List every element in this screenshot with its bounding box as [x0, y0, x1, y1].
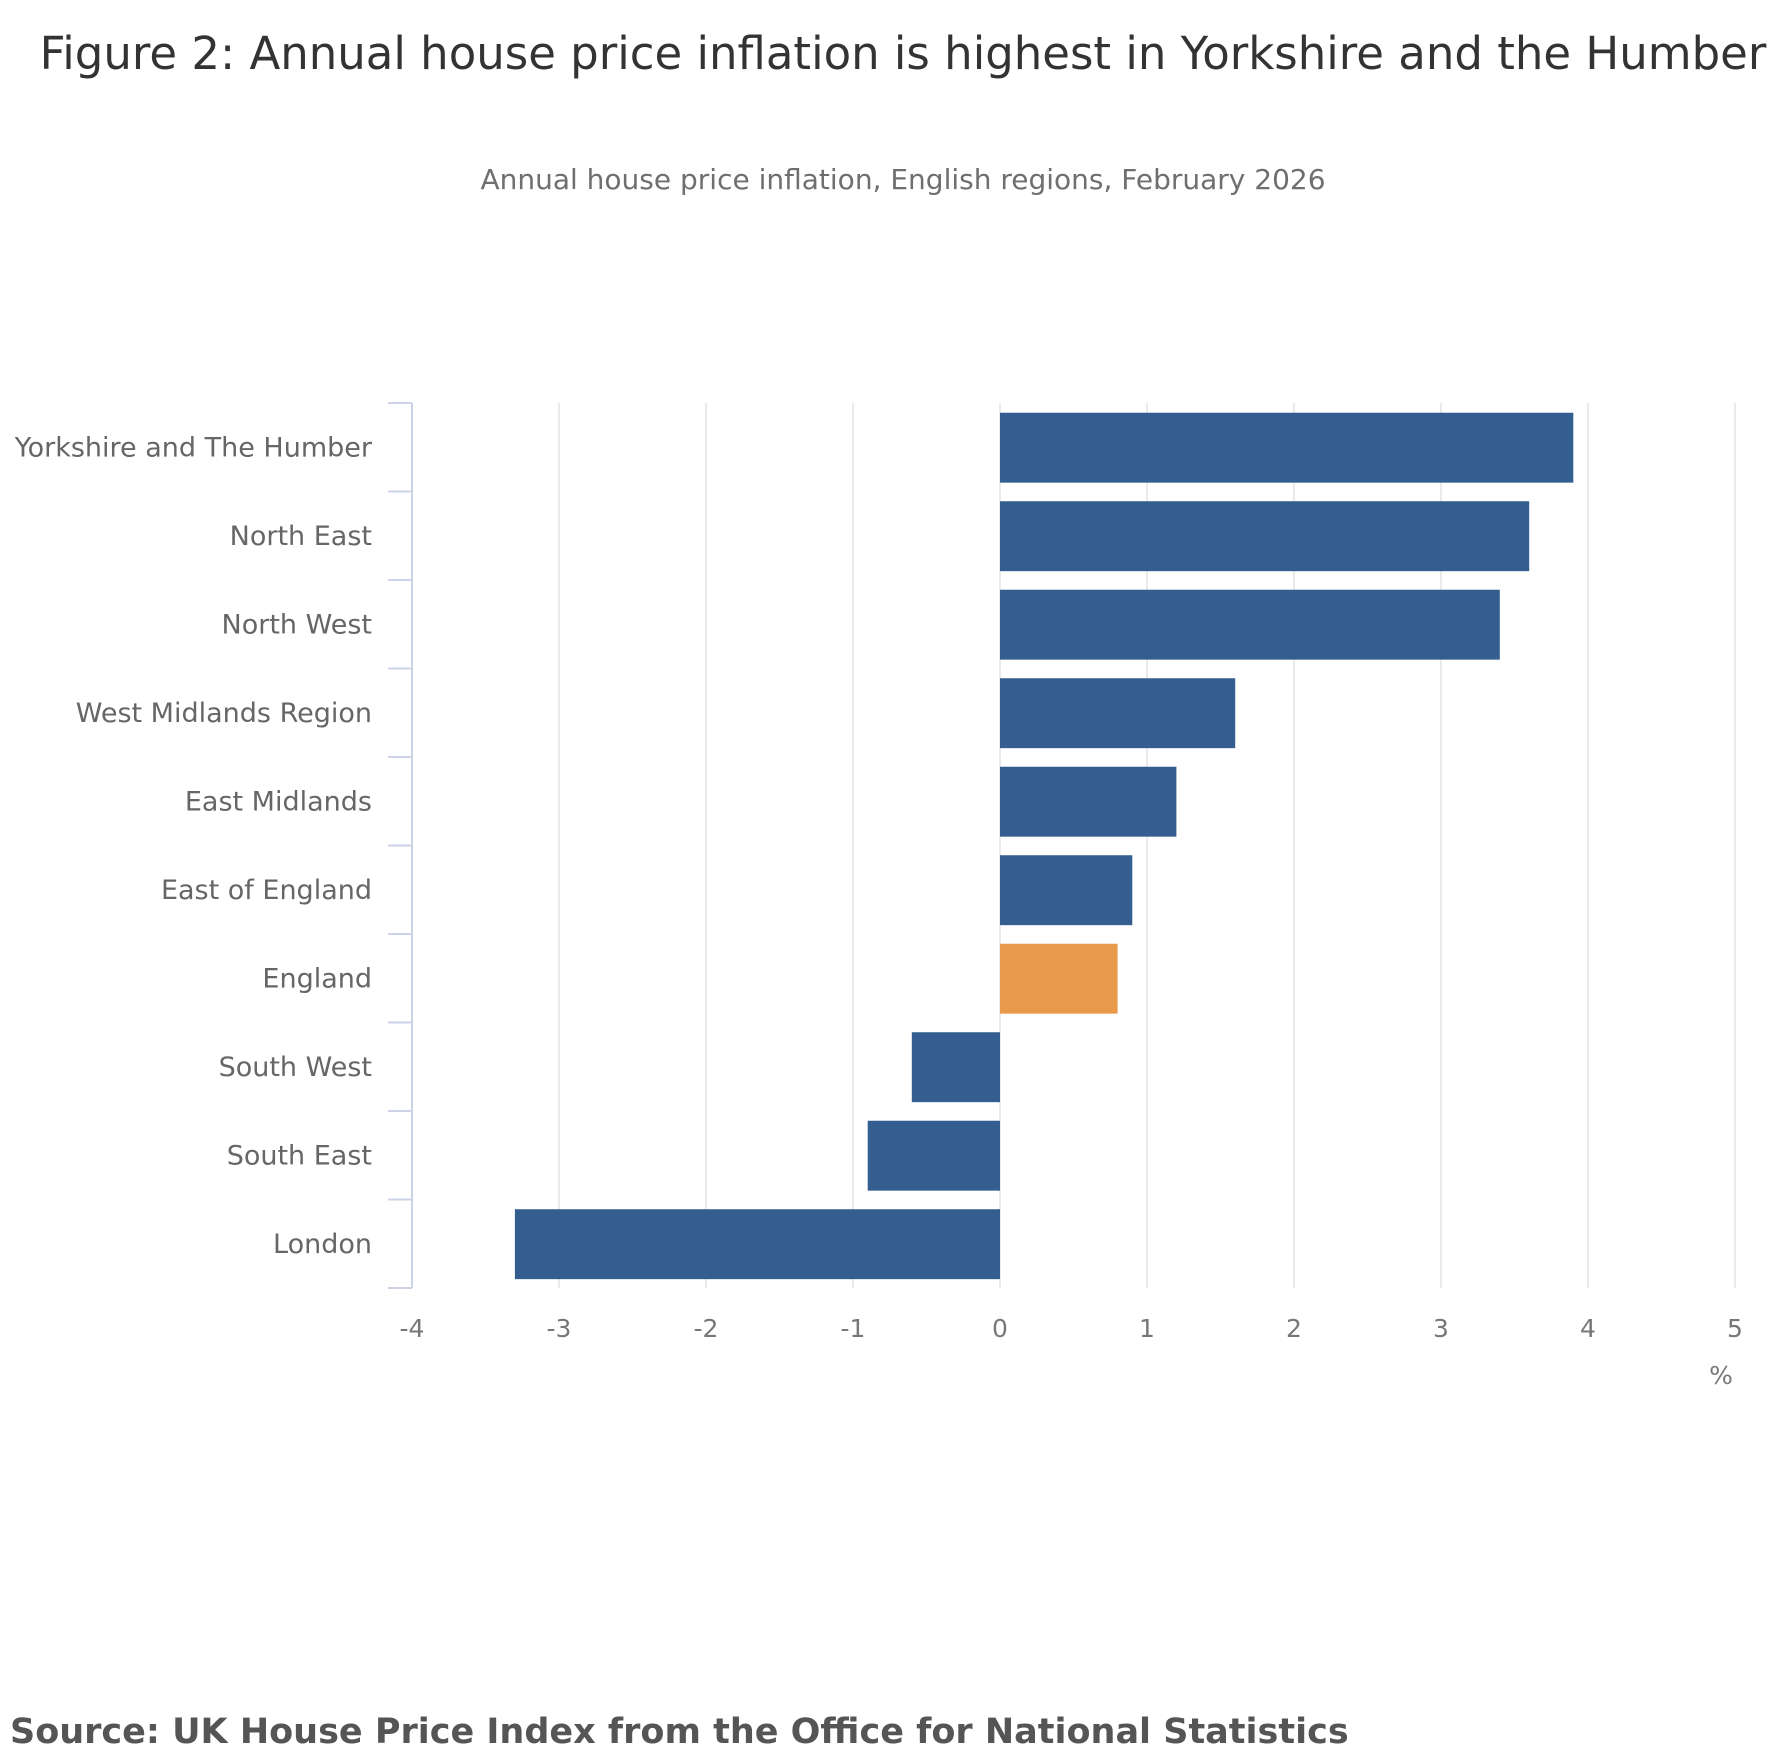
category-label: South East	[227, 1140, 372, 1171]
category-label: South West	[219, 1052, 372, 1083]
category-label: Yorkshire and The Humber	[14, 432, 373, 463]
bar-london	[514, 1209, 1000, 1280]
category-label: London	[273, 1229, 372, 1260]
bar-south-east	[867, 1120, 1000, 1191]
bar-england	[1000, 943, 1118, 1014]
category-label: North West	[222, 609, 372, 640]
bar-east-midlands	[1000, 766, 1177, 837]
x-tick-label: 4	[1580, 1314, 1596, 1343]
x-tick-label: 1	[1139, 1314, 1155, 1343]
bar-south-west	[911, 1032, 1000, 1103]
bar-chart: -4 -3 -2 -1 0 1 2 3 4 5% Yorkshire and The Humber N…	[14, 402, 1743, 1390]
x-tick-label: -4	[400, 1314, 425, 1343]
bar-north-west	[1000, 589, 1500, 660]
source-note: Source: UK House Price Index from the Of…	[10, 1712, 1349, 1752]
bar-east-of-england	[1000, 855, 1133, 926]
x-tick-label: 3	[1433, 1314, 1449, 1343]
category-label: East of England	[161, 875, 372, 906]
x-axis-label: %	[1709, 1361, 1733, 1390]
chart-title: Figure 2: Annual house price inflation i…	[39, 27, 1767, 80]
bar-west-midlands-region	[1000, 678, 1236, 749]
category-label: England	[262, 963, 372, 994]
x-tick-label: -1	[841, 1314, 866, 1343]
bar-north-east	[1000, 501, 1530, 572]
category-label: East Midlands	[185, 786, 372, 817]
x-tick-label: -3	[547, 1314, 572, 1343]
x-tick-label: -2	[694, 1314, 719, 1343]
chart-subtitle: Annual house price inflation, English re…	[480, 163, 1326, 196]
x-tick-label: 0	[992, 1314, 1008, 1343]
x-tick-label: 2	[1286, 1314, 1302, 1343]
category-label: North East	[230, 521, 372, 552]
bar-yorkshire-and-the-humber	[1000, 412, 1574, 483]
category-label: West Midlands Region	[76, 698, 372, 729]
x-tick-label: 5	[1727, 1314, 1743, 1343]
